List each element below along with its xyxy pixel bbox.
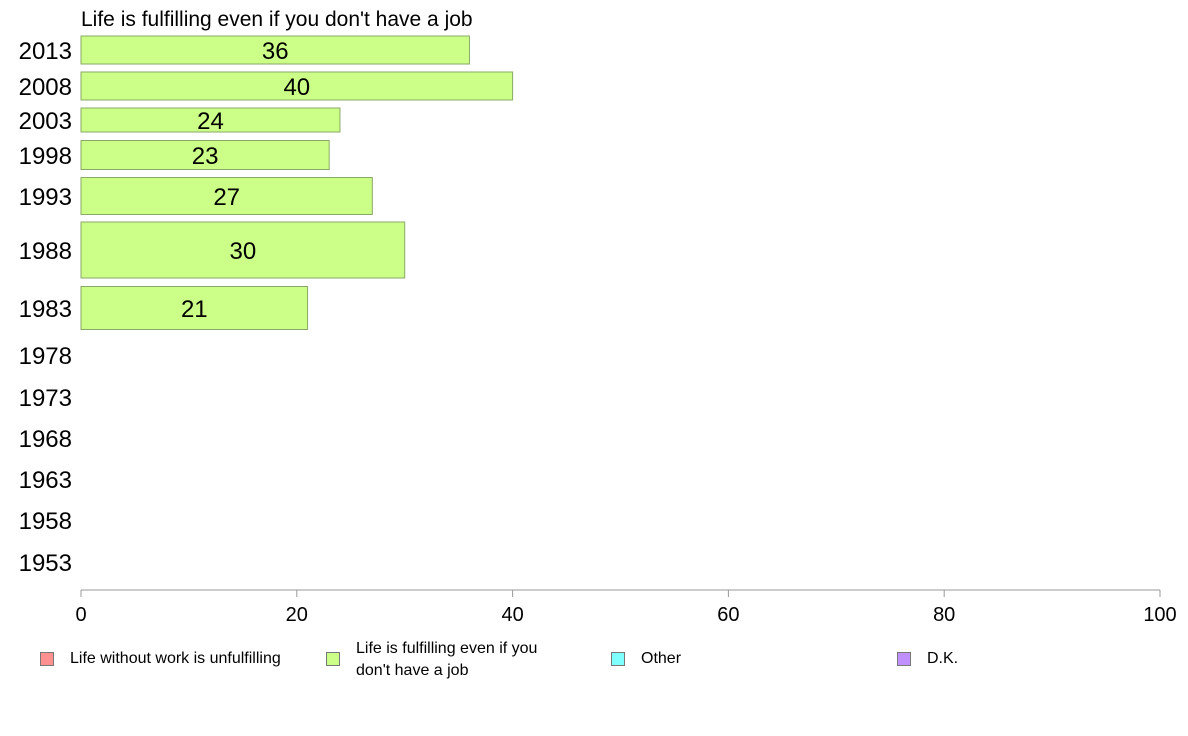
bar-2013[interactable] [80, 35, 470, 65]
legend-label-fulfilling: Life is fulfilling even if you don't hav… [356, 640, 538, 679]
legend-swatch-dk [897, 652, 911, 666]
bar-group: 36 40 24 23 27 30 21 [80, 35, 514, 330]
legend-label-other: Other [641, 650, 682, 667]
x-tick-label-20: 20 [286, 604, 308, 626]
bar-value-label-1993: 27 [213, 184, 240, 211]
y-axis-labels: 2013 2008 2003 1998 1993 1988 1983 1978 1973 1968… [19, 38, 72, 577]
chart-title: Life is fulfilling even if you don't hav… [81, 8, 473, 31]
x-tick-label-60: 60 [717, 604, 739, 626]
legend-item-dk[interactable]: D.K. [897, 638, 958, 670]
bar-2003[interactable] [80, 107, 341, 133]
bar-value-label-1988: 30 [229, 238, 256, 265]
legend: Life without work is unfulfilling Life i… [0, 638, 1188, 688]
y-tick-label-1983: 1983 [19, 296, 72, 323]
y-tick-label-1978: 1978 [19, 343, 72, 370]
y-tick-label-1968: 1968 [19, 426, 72, 453]
bar-value-label-1998: 23 [192, 143, 219, 170]
y-tick-label-2008: 2008 [19, 74, 72, 101]
bar-value-label-2008: 40 [283, 74, 310, 101]
x-tick-label-0: 0 [75, 604, 86, 626]
y-tick-label-2003: 2003 [19, 108, 72, 135]
x-tick-label-100: 100 [1143, 604, 1176, 626]
y-tick-label-1998: 1998 [19, 143, 72, 170]
legend-label-unfulfilling: Life without work is unfulfilling [70, 650, 281, 667]
bar-value-label-1983: 21 [181, 296, 208, 323]
y-tick-label-1988: 1988 [19, 238, 72, 265]
x-tick-label-40: 40 [501, 604, 523, 626]
bar-2008[interactable] [80, 71, 514, 101]
legend-item-unfulfilling[interactable]: Life without work is unfulfilling [40, 638, 281, 670]
legend-swatch-fulfilling [326, 652, 340, 666]
legend-item-other[interactable]: Other [611, 638, 681, 670]
bar-1993[interactable] [80, 177, 373, 215]
bar-value-label-2003: 24 [197, 108, 224, 135]
x-tick-label-80: 80 [933, 604, 955, 626]
legend-swatch-other [611, 652, 625, 666]
legend-item-fulfilling[interactable]: Life is fulfilling even if you don't hav… [326, 638, 556, 682]
bar-1998[interactable] [80, 140, 330, 170]
y-tick-label-1958: 1958 [19, 508, 72, 535]
y-tick-label-1953: 1953 [19, 550, 72, 577]
bar-1983[interactable] [80, 286, 309, 330]
y-tick-label-2013: 2013 [19, 38, 72, 65]
bar-1988[interactable] [80, 221, 406, 279]
legend-label-dk: D.K. [927, 650, 959, 667]
legend-swatch-unfulfilling [40, 652, 54, 666]
bar-value-label-2013: 36 [262, 38, 289, 65]
y-tick-label-1973: 1973 [19, 385, 72, 412]
y-tick-label-1963: 1963 [19, 467, 72, 494]
y-tick-label-1993: 1993 [19, 184, 72, 211]
x-axis: 0 20 40 60 80 100 [75, 589, 1177, 626]
